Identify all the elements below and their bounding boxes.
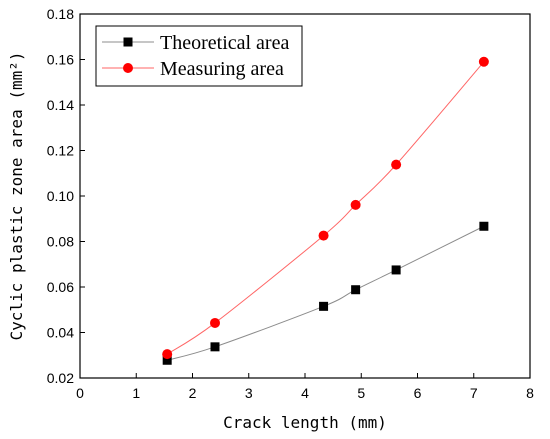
series-layer [162, 56, 489, 365]
legend-label-theoretical: Theoretical area [160, 32, 289, 54]
data-point-theoretical [210, 342, 220, 352]
data-point-theoretical [162, 355, 172, 365]
y-tick-label: 0.12 [47, 143, 74, 159]
legend-box [95, 25, 303, 87]
x-axis-title: Crack length (mm) [223, 413, 387, 432]
y-tick-label: 0.10 [47, 188, 74, 204]
y-axis-title: Cyclic plastic zone area (mm²) [7, 52, 26, 341]
y-tick-label: 0.08 [47, 234, 74, 250]
x-tick-label: 0 [76, 385, 84, 401]
data-point-measuring [478, 56, 489, 67]
y-tick-label: 0.06 [47, 279, 74, 295]
legend-marker-theoretical [123, 37, 133, 47]
x-tick-label: 4 [301, 385, 309, 401]
x-tick-label: 5 [357, 385, 365, 401]
x-axis-ticks: 0 1 2 3 4 5 6 7 8 [76, 373, 534, 401]
data-point-theoretical [479, 221, 489, 231]
data-point-theoretical [351, 285, 361, 295]
series-line-theoretical [167, 225, 485, 361]
x-tick-label: 8 [526, 385, 534, 401]
data-point-measuring [350, 199, 361, 210]
y-tick-label: 0.16 [47, 52, 74, 68]
x-tick-label: 3 [245, 385, 253, 401]
x-tick-label: 7 [470, 385, 478, 401]
y-axis-ticks: 0.02 0.04 0.06 0.08 0.10 0.12 0.14 0.16 0.18 [47, 6, 85, 386]
data-point-measuring [162, 349, 173, 360]
data-point-theoretical [391, 265, 401, 275]
x-tick-label: 2 [189, 385, 197, 401]
legend: Theoretical area Measuring area [95, 25, 303, 87]
x-tick-label: 1 [132, 385, 140, 401]
y-tick-label: 0.18 [47, 6, 74, 22]
legend-marker-measuring [123, 63, 133, 73]
legend-label-measuring: Measuring area [160, 58, 284, 80]
data-point-measuring [210, 317, 220, 328]
data-point-theoretical [319, 301, 329, 311]
data-point-measuring [318, 230, 329, 241]
y-tick-label: 0.14 [47, 97, 74, 113]
x-tick-label: 6 [414, 385, 422, 401]
data-point-measuring [391, 159, 402, 170]
y-tick-label: 0.04 [47, 325, 74, 341]
y-tick-label: 0.02 [47, 370, 74, 386]
